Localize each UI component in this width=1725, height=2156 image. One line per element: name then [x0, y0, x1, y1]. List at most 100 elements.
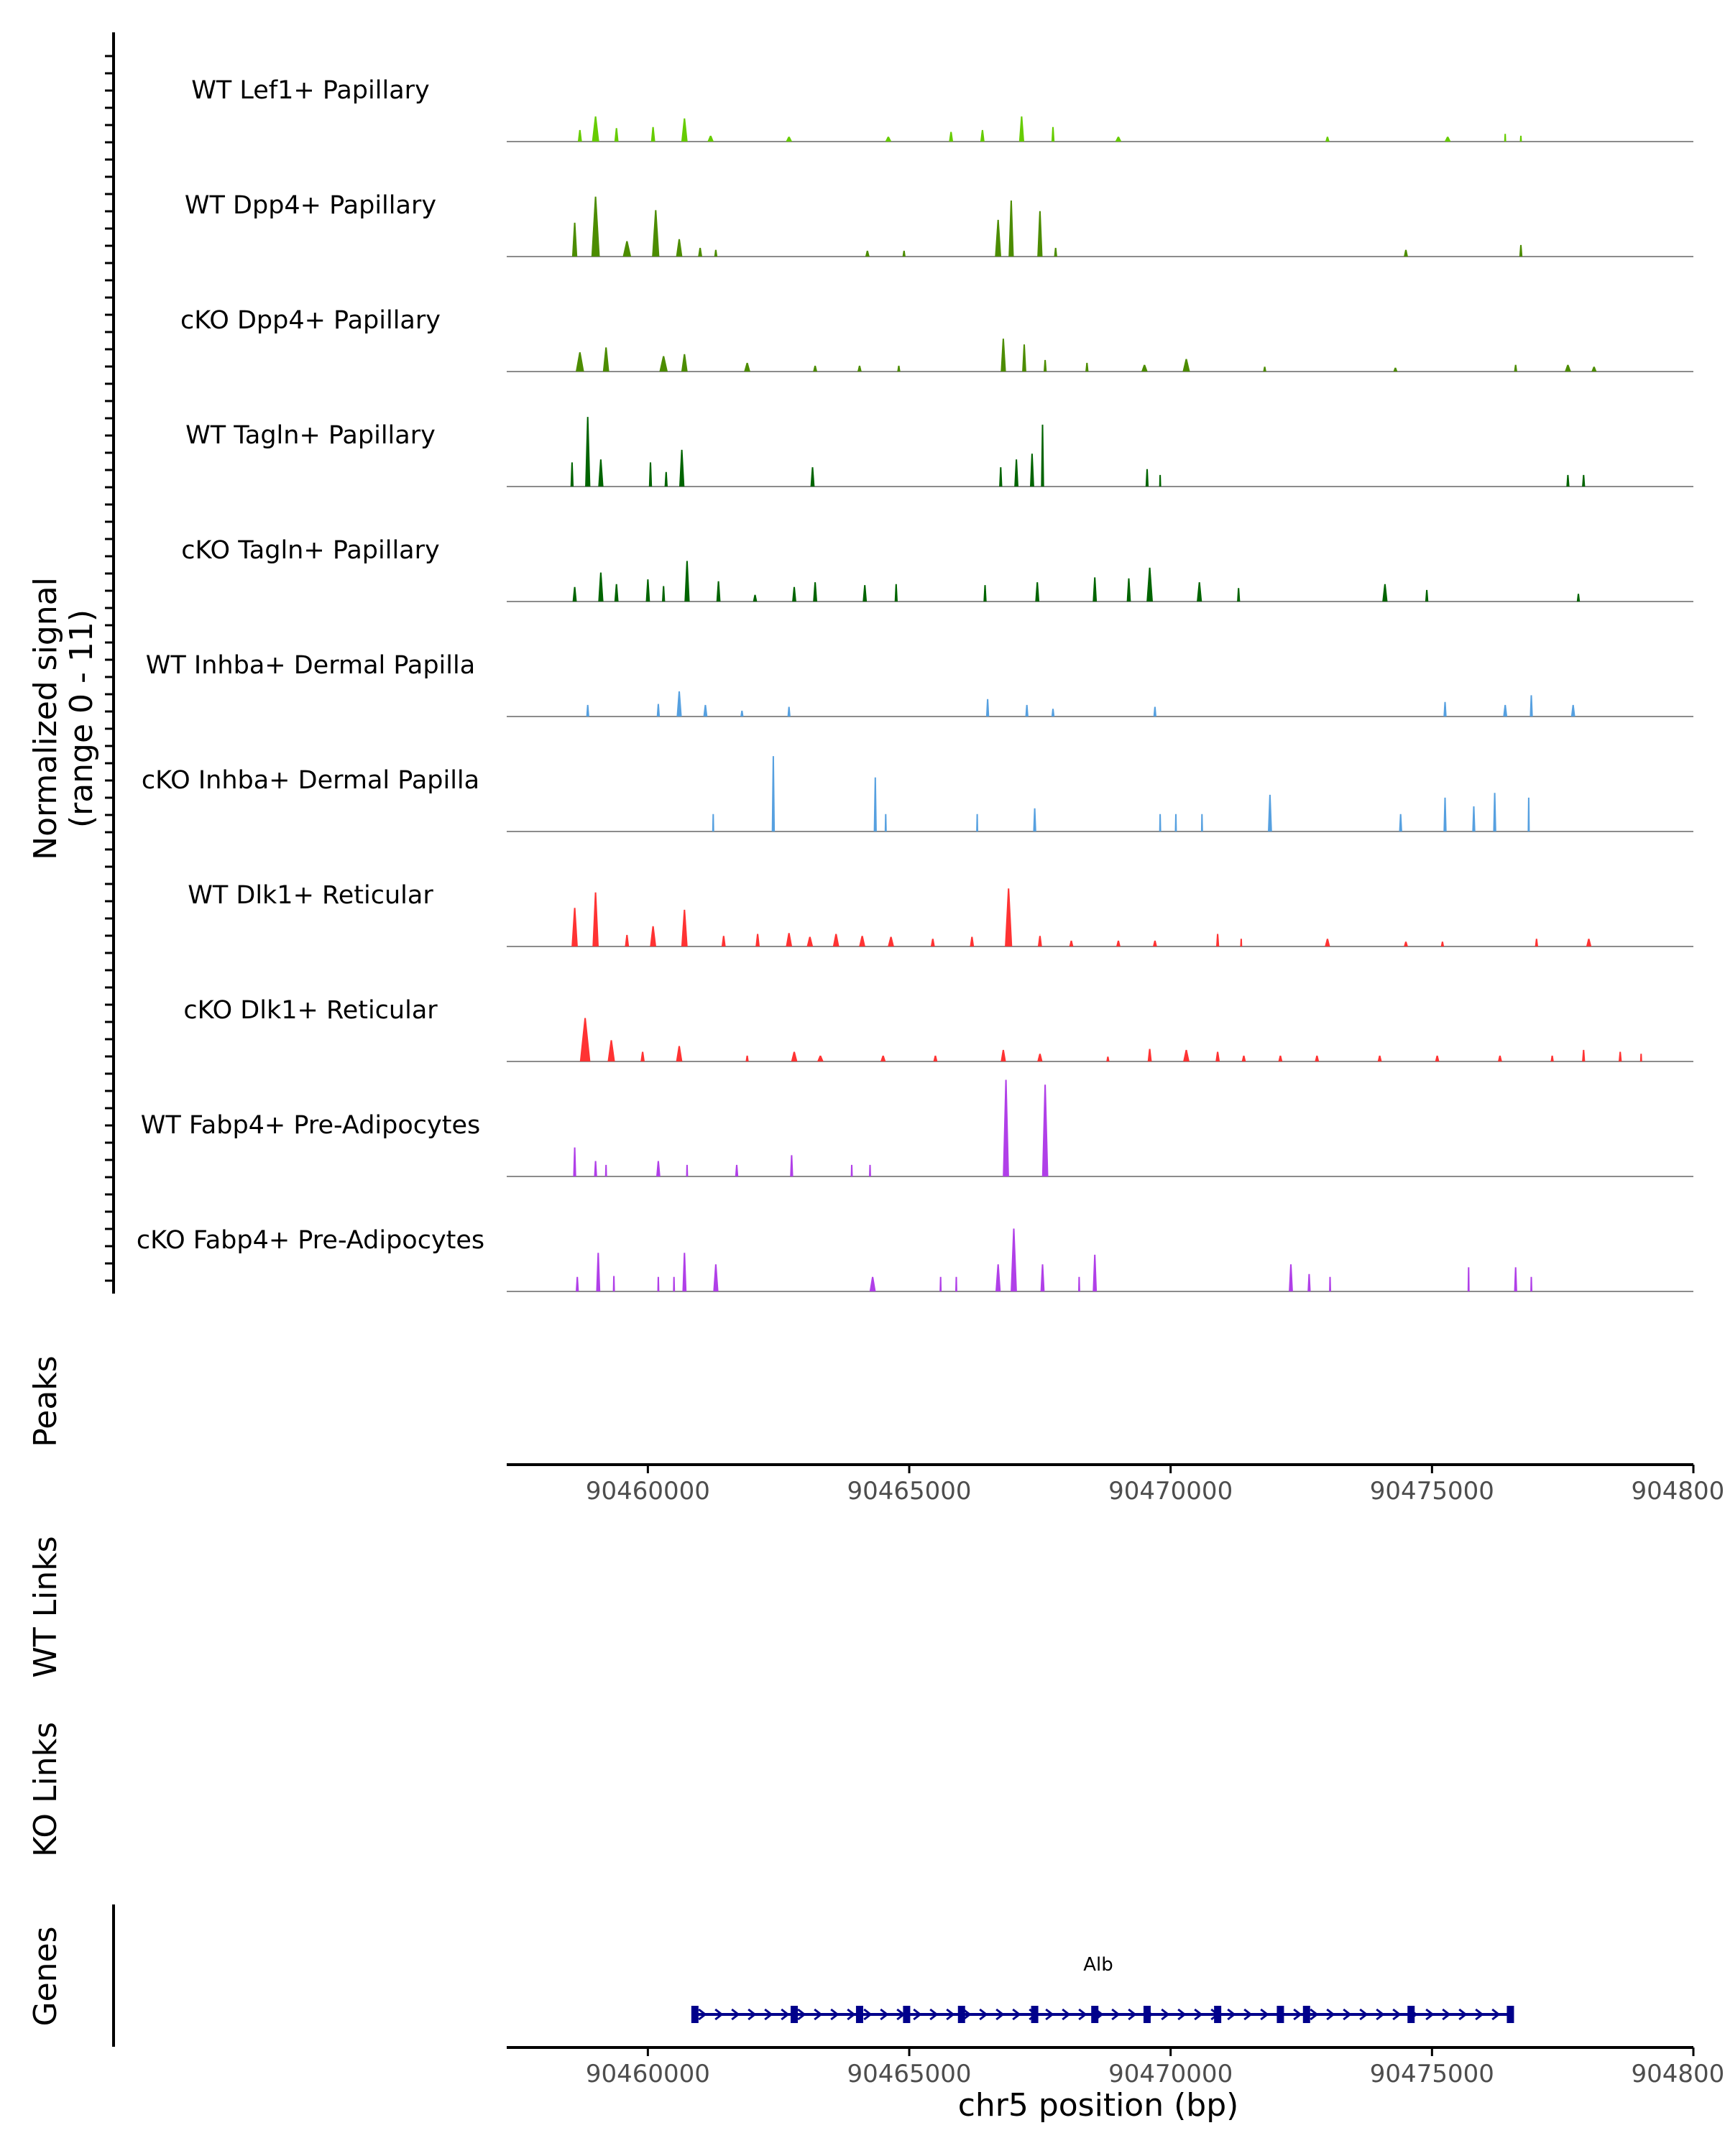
strand-arrow — [1425, 2008, 1435, 2021]
signal-peak — [681, 354, 688, 372]
strand-arrow — [962, 2008, 972, 2021]
signal-peak — [1000, 1049, 1006, 1061]
gene-exon — [1143, 2006, 1151, 2023]
strand-arrow — [1012, 2008, 1021, 2021]
signal-peak — [1565, 364, 1571, 372]
strand-arrow — [1491, 2008, 1501, 2021]
gene-track — [691, 2006, 1514, 2023]
signal-peak — [955, 1276, 957, 1291]
signal-peak — [970, 936, 975, 946]
signal-peak — [640, 1051, 645, 1061]
signal-peak — [684, 561, 690, 602]
strand-arrow — [1177, 2008, 1187, 2021]
gene-exon — [957, 2006, 965, 2023]
signal-peak — [787, 706, 791, 717]
signal-peak — [1639, 1054, 1642, 1061]
x-axis-title: chr5 position (bp) — [958, 2087, 1239, 2124]
signal-peak — [657, 1276, 660, 1291]
signal-peak — [1051, 126, 1055, 142]
signal-peak — [755, 934, 760, 946]
signal-peak — [656, 704, 661, 717]
signal-peak — [1106, 1056, 1110, 1061]
signal-peak — [591, 196, 600, 257]
signal-peak — [664, 471, 668, 487]
signal-peak — [995, 1264, 1001, 1291]
signal-peak — [786, 933, 793, 946]
signal-peak — [607, 1040, 615, 1061]
signal-peak — [880, 1055, 886, 1061]
signal-peak — [740, 710, 744, 717]
strand-arrow — [748, 2008, 757, 2021]
signal-peak — [930, 939, 935, 946]
signal-peak — [703, 704, 708, 717]
signal-peak — [786, 137, 793, 142]
track-10: WT Fabp4+ Pre-Adipocytes — [141, 1079, 1693, 1177]
signal-peak — [676, 1046, 683, 1061]
signal-peak — [976, 814, 978, 831]
gene-label-alb: Alb — [1083, 1954, 1113, 1976]
signal-peak — [1003, 1079, 1009, 1176]
signal-peak — [1159, 474, 1162, 487]
signal-peak — [571, 908, 578, 946]
track-label: cKO Tagln+ Papillary — [181, 536, 440, 565]
strand-arrow — [1392, 2008, 1402, 2021]
signal-peak — [614, 584, 619, 602]
track-6: WT Inhba+ Dermal Papilla — [146, 651, 1693, 717]
strand-arrow — [1243, 2008, 1253, 2021]
strand-arrow — [814, 2008, 823, 2021]
signal-peak — [598, 459, 604, 487]
wt-links-track-label: WT Links — [27, 1536, 64, 1677]
signal-peak — [832, 934, 840, 946]
signal-peak — [857, 365, 862, 372]
coverage-tracks: WT Lef1+ Papillary WT Dpp4+ Papillary cKO … — [137, 76, 1693, 1292]
signal-peak — [681, 909, 688, 946]
signal-peak — [1033, 808, 1036, 831]
strand-arrow — [698, 2008, 707, 2021]
strand-arrow — [1359, 2008, 1368, 2021]
signal-peak — [1325, 939, 1330, 946]
signal-peak — [884, 814, 887, 831]
gene-exon — [1091, 2006, 1099, 2023]
signal-peak — [813, 365, 817, 372]
signal-peak — [985, 699, 990, 717]
signal-peak — [933, 1055, 938, 1061]
signal-peak — [1035, 582, 1040, 602]
signal-peak — [579, 1018, 591, 1061]
strand-arrow — [1161, 2008, 1170, 2021]
strand-arrow — [1078, 2008, 1087, 2021]
signal-peak — [1444, 137, 1451, 142]
signal-peak — [1146, 567, 1153, 602]
track-label: WT Inhba+ Dermal Papilla — [146, 651, 475, 680]
signal-peak — [1000, 338, 1006, 372]
x-tick-label: 90460000 — [586, 1477, 710, 1506]
signal-peak — [659, 356, 668, 372]
strand-arrow — [847, 2008, 856, 2021]
signal-peak — [1182, 359, 1190, 372]
signal-peak — [813, 582, 817, 602]
signal-peak — [1315, 1055, 1320, 1061]
signal-peak — [1472, 806, 1476, 831]
signal-peak — [1216, 934, 1220, 946]
strand-arrow — [1227, 2008, 1236, 2021]
signal-peak — [1092, 577, 1098, 602]
signal-peak — [598, 572, 604, 602]
signal-peak — [902, 250, 906, 257]
signal-peak — [602, 347, 610, 372]
signal-peak — [1268, 794, 1272, 831]
strand-arrow — [797, 2008, 806, 2021]
signal-peak — [1382, 584, 1388, 602]
signal-peak — [614, 128, 619, 142]
track-1: WT Lef1+ Papillary — [191, 76, 1693, 142]
strand-arrow — [714, 2008, 724, 2021]
track-9: cKO Dlk1+ Reticular — [183, 996, 1693, 1062]
signal-peak — [1126, 578, 1131, 602]
signal-peak — [676, 691, 682, 717]
strand-arrow — [1128, 2008, 1137, 2021]
signal-peak — [1183, 1049, 1190, 1061]
signal-peak — [888, 936, 894, 946]
signal-peak — [673, 1276, 676, 1291]
signal-peak — [735, 1164, 739, 1176]
signal-peak — [1443, 797, 1447, 831]
signal-peak — [594, 1161, 597, 1176]
strand-arrow — [1458, 2008, 1468, 2021]
